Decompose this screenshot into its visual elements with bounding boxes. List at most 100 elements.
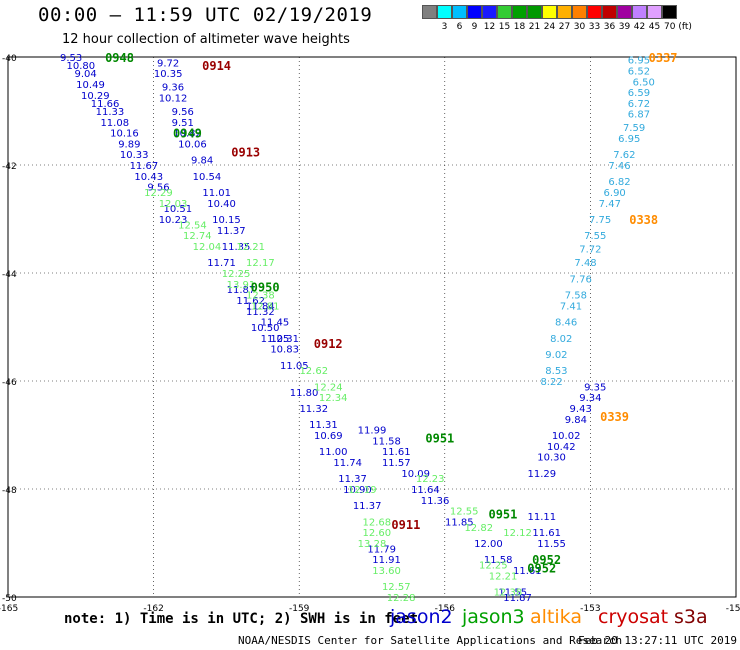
- swh-value: 11.35: [222, 242, 251, 253]
- swh-value: 12.54: [178, 220, 207, 231]
- swh-value: 11.33: [96, 107, 125, 118]
- pass-time-label: 0338: [629, 213, 658, 227]
- swh-value: 8.02: [550, 334, 572, 345]
- swh-value: 12.68: [363, 517, 392, 528]
- swh-value: 9.43: [570, 404, 592, 415]
- swh-value: 12.38: [494, 588, 523, 599]
- swh-value: 10.43: [134, 172, 163, 183]
- swh-value: 9.02: [545, 350, 567, 361]
- y-tick-label: -42: [2, 162, 17, 172]
- swh-value: 12.21: [489, 571, 518, 582]
- swh-value: 11.85: [445, 517, 474, 528]
- swh-value: 11.01: [202, 188, 231, 199]
- swh-value: 7.46: [608, 161, 630, 172]
- swh-value: 6.95: [618, 134, 640, 145]
- swh-value: 9.72: [157, 58, 179, 69]
- swh-value: 11.61: [532, 528, 561, 539]
- x-tick-label: -150: [726, 604, 740, 614]
- pass-time-label: 0951: [425, 432, 454, 446]
- swh-value: 13.28: [358, 539, 387, 550]
- swh-value: 12.29: [144, 188, 173, 199]
- legend-label: 30: [573, 22, 586, 32]
- swh-value: 10.12: [159, 94, 188, 105]
- swh-value: 11.00: [319, 447, 348, 458]
- swh-value: 11.37: [353, 501, 382, 512]
- swh-value: 6.87: [628, 110, 650, 121]
- page-subtitle: 12 hour collection of altimeter wave hei…: [62, 32, 350, 47]
- swh-value: 7.48: [574, 258, 596, 269]
- legend-swatch: [587, 5, 602, 19]
- swh-value: 6.72: [628, 99, 650, 110]
- legend-label: 42: [633, 22, 646, 32]
- swh-value: 12.23: [416, 474, 445, 485]
- swh-value: 9.35: [584, 382, 606, 393]
- swh-value: 11.11: [528, 512, 557, 523]
- swh-value: 12.25: [479, 561, 508, 572]
- legend-swatch: [662, 5, 677, 19]
- pass-time-label: 0912: [314, 337, 343, 351]
- swh-value: 6.59: [628, 88, 650, 99]
- x-tick-label: -156: [435, 604, 456, 614]
- swh-value: 10.40: [207, 199, 236, 210]
- swh-value: 10.30: [537, 453, 566, 464]
- swh-value: 7.76: [570, 274, 592, 285]
- swh-value: 9.84: [565, 415, 587, 426]
- legend-swatch: [467, 5, 482, 19]
- swh-value: 11.61: [382, 447, 411, 458]
- swh-value: 11.79: [367, 544, 396, 555]
- swh-value: 12.82: [464, 523, 493, 534]
- pass-time-label: 0951: [488, 507, 517, 521]
- swh-value: 10.49: [76, 80, 105, 91]
- pass-time-label: 0339: [600, 410, 629, 424]
- pass-time-label: 0950: [251, 281, 280, 295]
- swh-value: 10.50: [251, 323, 280, 334]
- swh-value: 11.32: [246, 307, 275, 318]
- pass-time-label: 0952: [532, 553, 561, 567]
- satellite-jason2: jason2: [390, 606, 453, 628]
- legend-swatch: [527, 5, 542, 19]
- legend-label: 15: [498, 22, 511, 32]
- swh-value: 10.51: [164, 204, 193, 215]
- swh-value: 10.09: [401, 469, 430, 480]
- swh-value: 12.17: [246, 258, 275, 269]
- swh-value: 11.74: [333, 458, 362, 469]
- swh-value: 7.55: [584, 231, 606, 242]
- pass-time-label: 0913: [231, 146, 260, 160]
- timestamp: Feb 20 13:27:11 UTC 2019: [578, 634, 737, 647]
- x-tick-label: -162: [143, 604, 163, 614]
- y-tick-label: -50: [2, 594, 17, 604]
- legend-label: 36: [603, 22, 616, 32]
- swh-value: 11.87: [503, 593, 532, 604]
- pass-time-label: 0948: [105, 51, 134, 65]
- swh-value: 11.25: [261, 334, 290, 345]
- pass-time-label: 0337: [649, 51, 678, 65]
- swh-value: 7.41: [560, 301, 582, 312]
- swh-value: 12.57: [382, 582, 411, 593]
- swh-value: 12.04: [193, 242, 222, 253]
- swh-value: 7.59: [623, 123, 645, 134]
- swh-value: 12.55: [450, 507, 479, 518]
- legend-label: 45: [648, 22, 661, 32]
- swh-value: 12.38: [246, 291, 275, 302]
- swh-value: 11.45: [261, 318, 290, 329]
- satellite-jason3: jason3: [462, 606, 525, 628]
- swh-value: 9.84: [191, 156, 213, 167]
- swh-value: 10.33: [120, 150, 149, 161]
- swh-value: 6.50: [633, 77, 655, 88]
- swh-value: 6.82: [608, 177, 630, 188]
- swh-value: 6.52: [628, 67, 650, 78]
- swh-value: 11.31: [309, 420, 338, 431]
- y-tick-label: -44: [2, 270, 17, 280]
- swh-value: 10.80: [66, 61, 95, 72]
- swh-value: 11.84: [246, 301, 275, 312]
- swh-value: 12.00: [474, 539, 503, 550]
- swh-value: 12.03: [159, 199, 188, 210]
- pass-time-label: 0952: [527, 561, 556, 575]
- legend-label: 70 (ft): [664, 22, 692, 32]
- swh-value: 11.99: [358, 426, 387, 437]
- swh-value: 11.64: [411, 485, 440, 496]
- legend-swatch: [632, 5, 647, 19]
- swh-value: 10.29: [81, 91, 110, 102]
- swh-value: 9.53: [60, 53, 82, 64]
- legend-label: 3: [441, 22, 448, 32]
